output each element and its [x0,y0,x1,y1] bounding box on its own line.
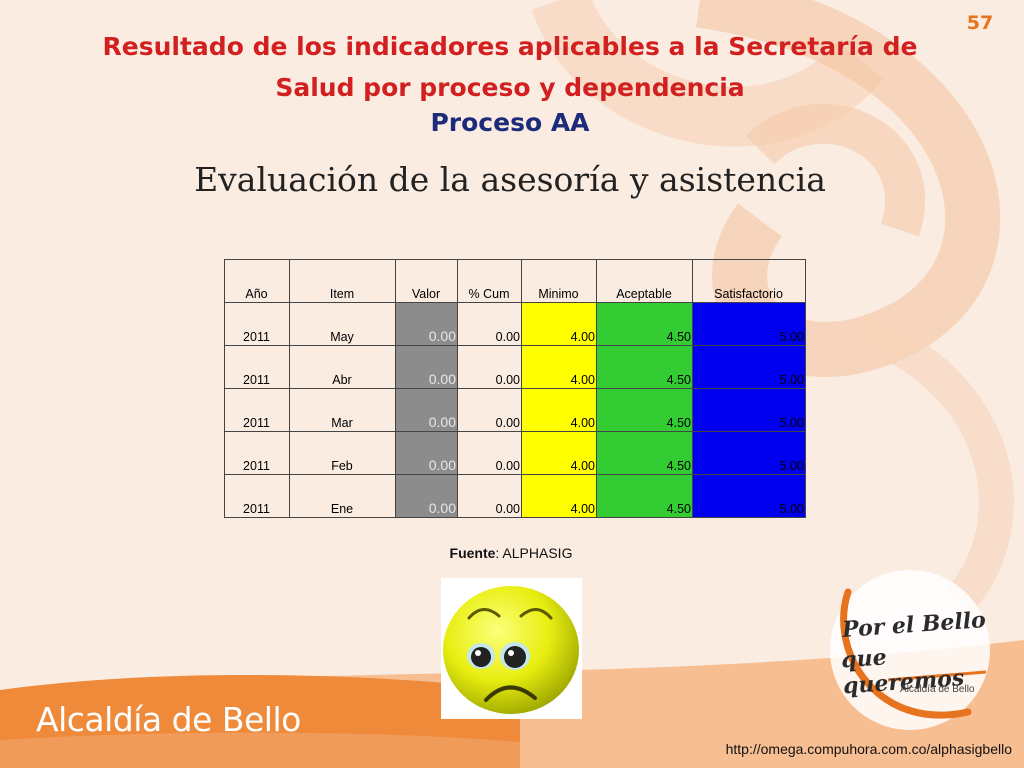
cell-aceptable: 4.50 [596,302,693,346]
cell-minimo: 4.00 [521,345,597,389]
cell-satisfactorio: 5.00 [692,388,806,432]
cell-ano: 2011 [224,431,290,475]
campaign-logo: Por el Bello que queremos Alcaldía de Be… [818,562,998,732]
cell-item: May [289,302,396,346]
cell-valor: 0.00 [395,345,458,389]
cell-minimo: 4.00 [521,431,597,475]
cell-aceptable: 4.50 [596,345,693,389]
cell-minimo: 4.00 [521,474,597,518]
cell-item: Abr [289,345,396,389]
cell-valor: 0.00 [395,474,458,518]
cell-ano: 2011 [224,345,290,389]
section-heading: Evaluación de la asesoría y asistencia [194,160,826,199]
slide-title: Resultado de los indicadores aplicables … [80,26,940,108]
cell-valor: 0.00 [395,431,458,475]
table-header-row: Año Item Valor % Cum Minimo Aceptable Sa… [224,259,806,303]
cell-aceptable: 4.50 [596,431,693,475]
table-row: 2011 Feb 0.00 0.00 4.00 4.50 5.00 [224,431,806,475]
logo-subtitle: Alcaldía de Bello [900,684,975,695]
cell-cum: 0.00 [457,431,522,475]
page-number: 57 [966,12,994,34]
cell-cum: 0.00 [457,302,522,346]
cell-item: Mar [289,388,396,432]
cell-aceptable: 4.50 [596,388,693,432]
cell-ano: 2011 [224,302,290,346]
cell-satisfactorio: 5.00 [692,431,806,475]
cell-valor: 0.00 [395,388,458,432]
cell-satisfactorio: 5.00 [692,302,806,346]
cell-minimo: 4.00 [521,388,597,432]
header-minimo: Minimo [521,259,597,303]
header-satisfactorio: Satisfactorio [692,259,806,303]
table-row: 2011 May 0.00 0.00 4.00 4.50 5.00 [224,302,806,346]
table-row: 2011 Mar 0.00 0.00 4.00 4.50 5.00 [224,388,806,432]
cell-aceptable: 4.50 [596,474,693,518]
source-label: Fuente [449,545,496,561]
cell-item: Ene [289,474,396,518]
footer-brand: Alcaldía de Bello [36,700,301,739]
indicator-table: Año Item Valor % Cum Minimo Aceptable Sa… [224,259,806,518]
cell-cum: 0.00 [457,474,522,518]
cell-cum: 0.00 [457,388,522,432]
cell-valor: 0.00 [395,302,458,346]
cell-satisfactorio: 5.00 [692,474,806,518]
header-ano: Año [224,259,290,303]
header-item: Item [289,259,396,303]
header-valor: Valor [395,259,458,303]
header-aceptable: Aceptable [596,259,693,303]
cell-satisfactorio: 5.00 [692,345,806,389]
table-row: 2011 Ene 0.00 0.00 4.00 4.50 5.00 [224,474,806,518]
cell-minimo: 4.00 [521,302,597,346]
slide-title-line2: Salud por proceso y dependencia [275,73,745,102]
slide-title-line1: Resultado de los indicadores aplicables … [102,32,918,61]
footer-url[interactable]: http://omega.compuhora.com.co/alphasigbe… [725,741,1012,757]
sad-face-icon [441,578,582,719]
source-note: Fuente: ALPHASIG [380,545,642,561]
cell-ano: 2011 [224,388,290,432]
table-row: 2011 Abr 0.00 0.00 4.00 4.50 5.00 [224,345,806,389]
cell-ano: 2011 [224,474,290,518]
source-value: : ALPHASIG [495,545,573,561]
slide-subtitle: Proceso AA [430,108,590,137]
cell-cum: 0.00 [457,345,522,389]
cell-item: Feb [289,431,396,475]
header-cum: % Cum [457,259,522,303]
